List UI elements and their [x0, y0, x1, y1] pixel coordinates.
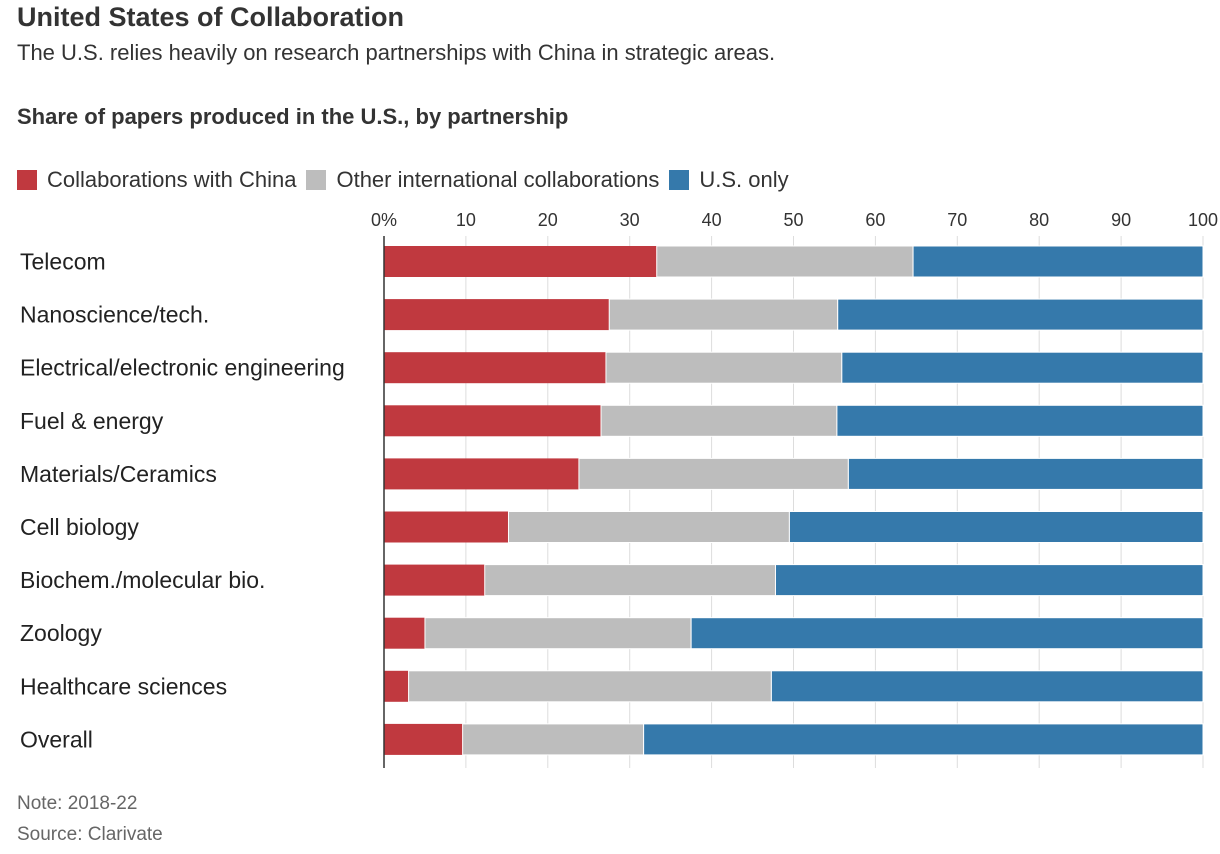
x-tick-label: 10 — [456, 210, 476, 230]
bar-segment — [384, 511, 509, 543]
legend-label-china: Collaborations with China — [47, 167, 297, 192]
chart-note: Note: 2018-22 — [17, 793, 138, 814]
category-label: Electrical/electronic engineering — [20, 355, 345, 381]
chart-source: Source: Clarivate — [17, 824, 163, 845]
bar-segment — [462, 723, 645, 756]
bar-segment — [384, 617, 425, 649]
bar-segment — [578, 457, 849, 490]
x-tick-label: 40 — [702, 210, 722, 230]
bar-segment — [384, 299, 610, 331]
chart-title: United States of Collaboration — [17, 2, 405, 32]
bar-segment — [384, 405, 602, 437]
legend-swatch-us — [669, 170, 690, 190]
x-tick-label: 50 — [783, 210, 803, 230]
bar-segment — [847, 457, 1204, 490]
legend-label-us: U.S. only — [699, 167, 789, 192]
bar-segment — [656, 245, 914, 278]
legend-item-other: Other international collaborations — [306, 167, 659, 193]
bar-segment — [690, 617, 1204, 650]
bar-segment — [384, 670, 409, 702]
category-label: Biochem./molecular bio. — [20, 567, 265, 593]
bar-segment — [836, 404, 1204, 437]
legend-swatch-china — [17, 170, 37, 190]
legend-swatch-other — [306, 170, 327, 190]
bar-segment — [770, 670, 1204, 703]
category-label: Zoology — [20, 620, 102, 646]
x-tick-label: 0% — [371, 210, 397, 230]
category-label: Fuel & energy — [20, 408, 164, 434]
category-label: Materials/Ceramics — [20, 461, 217, 487]
category-label: Healthcare sciences — [20, 673, 227, 699]
bar-segment — [384, 246, 657, 277]
bar-segment — [788, 511, 1204, 543]
bar-segment — [837, 298, 1204, 331]
bar-segment — [600, 404, 838, 437]
x-tick-label: 100 — [1188, 210, 1218, 230]
category-label: Telecom — [20, 249, 106, 275]
bar-segment — [605, 351, 843, 384]
category-label: Cell biology — [20, 514, 139, 540]
chart-heading: Share of papers produced in the U.S., by… — [17, 104, 569, 129]
bar-segment — [424, 617, 692, 650]
x-tick-label: 20 — [538, 210, 558, 230]
x-tick-label: 60 — [865, 210, 885, 230]
chart-subtitle: The U.S. relies heavily on research part… — [17, 40, 776, 65]
legend-item-china: Collaborations with China — [17, 167, 296, 193]
bar-segment — [507, 511, 790, 543]
bar-segment — [643, 723, 1204, 756]
legend-label-other: Other international collaborations — [336, 167, 660, 192]
x-tick-label: 30 — [620, 210, 640, 230]
bar-segment — [484, 564, 776, 597]
legend-item-us: U.S. only — [669, 167, 789, 193]
bar-segment — [841, 351, 1204, 384]
bar-segment — [384, 352, 606, 384]
bar-segment — [408, 670, 772, 703]
bar-segment — [384, 723, 463, 755]
x-tick-label: 70 — [947, 210, 967, 230]
category-label: Nanoscience/tech. — [20, 302, 209, 328]
bar-segment — [912, 245, 1204, 278]
bar-segment — [384, 564, 485, 596]
x-tick-label: 80 — [1029, 210, 1049, 230]
category-label: Overall — [20, 726, 93, 752]
bar-segment — [608, 298, 839, 331]
x-tick-label: 90 — [1111, 210, 1131, 230]
bar-segment — [774, 564, 1204, 597]
bar-segment — [384, 458, 579, 490]
legend: Collaborations with China Other internat… — [17, 165, 799, 195]
